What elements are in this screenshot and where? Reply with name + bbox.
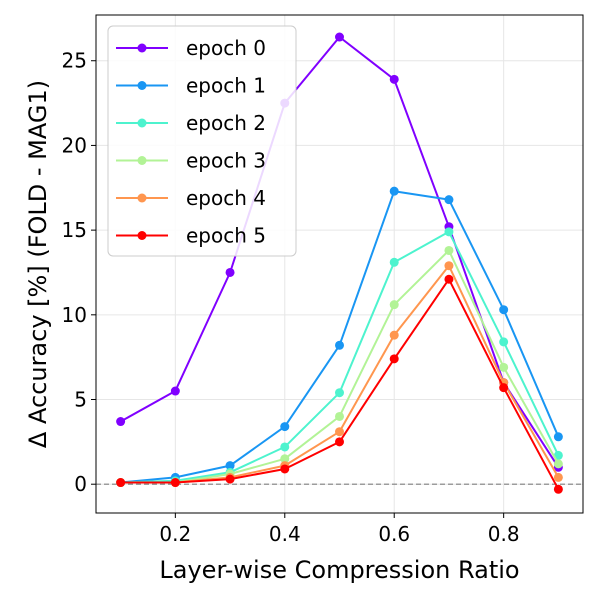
data-point — [335, 340, 344, 350]
data-point — [280, 422, 290, 432]
x-tick-label: 0.4 — [269, 522, 301, 546]
data-point — [553, 432, 563, 442]
data-point — [225, 461, 235, 471]
data-point — [116, 417, 126, 427]
data-point — [444, 245, 454, 255]
data-point — [553, 450, 563, 460]
data-point — [389, 330, 399, 340]
data-point — [170, 386, 180, 396]
y-tick-label: 0 — [74, 472, 87, 496]
data-point — [335, 437, 344, 447]
ticks: 0.2 0.4 0.6 0.8 0 5 10 15 20 25 — [62, 49, 520, 546]
data-point — [280, 442, 290, 452]
series-epoch-5 — [116, 274, 563, 494]
data-point — [389, 74, 399, 84]
data-point — [389, 257, 399, 267]
data-point — [499, 383, 509, 393]
legend-entry: epoch 4 — [116, 186, 266, 210]
y-tick-label: 25 — [62, 49, 87, 73]
data-point — [499, 337, 509, 347]
data-point — [444, 227, 454, 237]
data-point — [499, 305, 509, 315]
legend-swatch-marker — [137, 81, 147, 90]
y-tick-label: 20 — [62, 133, 87, 157]
y-tick-label: 10 — [62, 303, 87, 327]
series-line — [120, 278, 560, 490]
legend-entry: epoch 0 — [116, 36, 266, 60]
legend: epoch 0 epoch 1 epoch 2 epoch 3 epoch 4 epoch… — [107, 25, 297, 257]
data-point — [389, 186, 399, 196]
data-point — [335, 411, 344, 421]
x-tick-label: 0.8 — [488, 522, 520, 546]
legend-swatch-marker — [137, 193, 147, 203]
data-point — [389, 354, 399, 364]
legend-label: epoch 4 — [186, 186, 266, 210]
data-point — [389, 300, 399, 310]
legend-swatch-marker — [137, 118, 147, 128]
plot-frame — [95, 14, 584, 514]
legend-label: epoch 1 — [186, 74, 266, 98]
legend-label: epoch 3 — [186, 149, 266, 173]
legend-box — [107, 25, 297, 257]
data-point — [170, 478, 180, 488]
data-point — [499, 362, 509, 372]
legend-label: epoch 5 — [186, 224, 266, 248]
data-point — [225, 267, 235, 277]
legend-entry: epoch 3 — [116, 149, 266, 173]
data-point — [553, 472, 563, 482]
legend-label: epoch 0 — [186, 36, 266, 60]
data-point — [553, 459, 563, 469]
y-axis-label: Δ Accuracy [%] (FOLD - MAG1) — [24, 80, 52, 448]
x-axis-label: Layer-wise Compression Ratio — [159, 556, 519, 584]
data-point — [116, 478, 126, 488]
data-point — [280, 454, 290, 464]
legend-entry: epoch 2 — [116, 111, 266, 135]
data-point — [444, 261, 454, 271]
legend-swatch-marker — [137, 156, 147, 165]
series-epoch-2 — [116, 227, 563, 488]
plot-series — [116, 32, 563, 494]
y-tick-label: 5 — [74, 388, 87, 412]
x-tick-label: 0.6 — [378, 522, 410, 546]
legend-entry: epoch 1 — [116, 74, 266, 98]
data-point — [225, 474, 235, 484]
series-line — [120, 264, 560, 484]
data-point — [444, 195, 454, 205]
data-point — [335, 32, 344, 42]
x-tick-label: 0.2 — [159, 522, 191, 546]
legend-entry: epoch 5 — [116, 224, 266, 248]
y-tick-label: 15 — [62, 218, 87, 242]
data-point — [335, 427, 344, 437]
legend-swatch-marker — [137, 43, 147, 53]
legend-label: epoch 2 — [186, 111, 266, 135]
data-point — [280, 464, 290, 474]
legend-swatch-marker — [137, 231, 147, 240]
data-point — [444, 274, 454, 284]
data-point — [335, 388, 344, 398]
data-point — [553, 484, 563, 494]
